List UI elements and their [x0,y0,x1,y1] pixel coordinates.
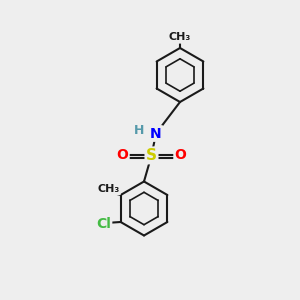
Text: O: O [175,148,187,162]
Text: CH₃: CH₃ [169,32,191,43]
Text: O: O [116,148,128,162]
Text: H: H [134,124,145,137]
Text: S: S [146,148,157,163]
Text: CH₃: CH₃ [98,184,120,194]
Text: Cl: Cl [96,217,111,230]
Text: N: N [150,127,162,140]
